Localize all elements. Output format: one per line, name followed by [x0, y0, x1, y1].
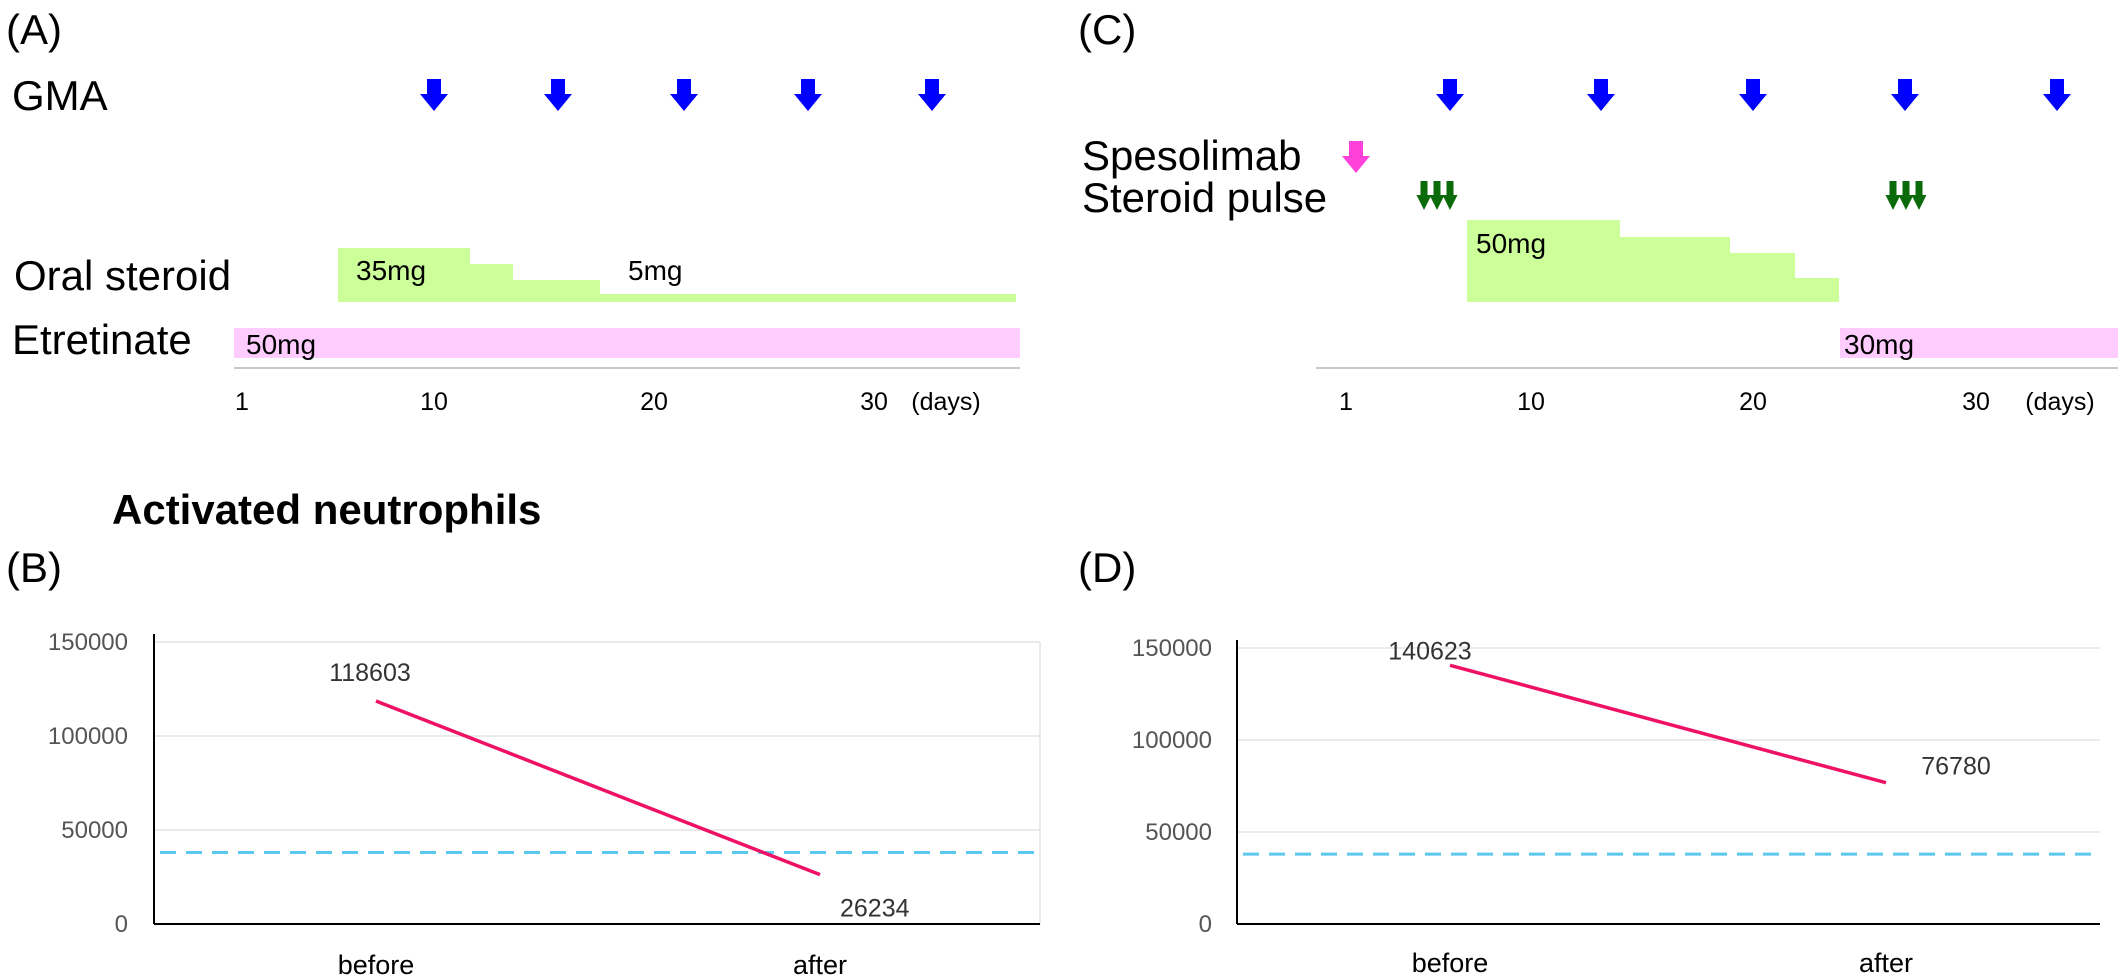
- steroid-pulse-arrow: [1442, 181, 1458, 210]
- etretinate-bar-c: [1840, 328, 2118, 358]
- tick-a-1: 1: [235, 388, 249, 416]
- gma-arrow-c-3: [1739, 79, 1767, 111]
- oral-steroid-dose-50: 50mg: [1476, 228, 1546, 259]
- steroid-pulse-arrows-1: [1416, 181, 1458, 210]
- tick-a-30: 30: [860, 388, 888, 416]
- etretinate-dose-50: 50mg: [246, 329, 316, 360]
- panel-c: (C) Spesolimab Steroid pulse 50mg 30mg 1…: [1078, 6, 2118, 416]
- data-label: 26234: [840, 895, 910, 923]
- y-tick-label: 0: [1199, 911, 1212, 938]
- y-tick-label: 100000: [1132, 727, 1212, 754]
- series-line: [375, 699, 821, 877]
- etretinate-dose-30: 30mg: [1844, 329, 1914, 360]
- panel-d-label: (D): [1078, 544, 1136, 591]
- gma-arrow-c-1: [1436, 79, 1464, 111]
- gma-arrows: [420, 79, 946, 111]
- etretinate-label: Etretinate: [12, 316, 192, 363]
- y-tick-label: 50000: [61, 817, 128, 844]
- steroid-pulse-arrows-2: [1885, 181, 1927, 210]
- gma-arrow-c-2: [1587, 79, 1615, 111]
- oral-steroid-bar-a: [338, 248, 1016, 302]
- gma-arrow-c-4: [1891, 79, 1919, 111]
- x-category-label: before: [338, 950, 415, 979]
- steroid-pulse-arrow: [1416, 181, 1432, 210]
- spesolimab-label: Spesolimab: [1082, 132, 1301, 179]
- y-tick-label: 150000: [48, 629, 128, 656]
- gma-arrow-1: [420, 79, 448, 111]
- y-tick-label: 50000: [1145, 819, 1212, 846]
- unit-c: (days): [2025, 388, 2094, 416]
- oral-steroid-label: Oral steroid: [14, 252, 231, 299]
- gma-label: GMA: [12, 72, 108, 119]
- x-category-label: after: [793, 950, 847, 979]
- panel-a-label: (A): [6, 6, 62, 53]
- y-tick-label: 100000: [48, 723, 128, 750]
- gma-arrow-2: [544, 79, 572, 111]
- panel-b: (B) 0 50000 100000 150000 before after 118603 2…: [6, 544, 1041, 979]
- panel-c-label: (C): [1078, 6, 1136, 53]
- series-line: [1449, 663, 1887, 785]
- data-label: 118603: [329, 659, 411, 687]
- oral-steroid-bar-c: [1467, 220, 1839, 302]
- gma-arrows-c: [1436, 79, 2071, 111]
- panel-a: (A) GMA Oral steroid Etretinate 35mg 5mg…: [6, 6, 1020, 416]
- spesolimab-arrow: [1342, 141, 1370, 173]
- panel-b-label: (B): [6, 544, 62, 591]
- gma-arrow-5: [918, 79, 946, 111]
- oral-steroid-dose-5: 5mg: [628, 255, 682, 286]
- gma-arrow-c-5: [2043, 79, 2071, 111]
- data-label: 76780: [1921, 753, 1991, 781]
- tick-c-10: 10: [1517, 388, 1545, 416]
- tick-c-20: 20: [1739, 388, 1767, 416]
- etretinate-bar-a: [234, 328, 1020, 358]
- steroid-pulse-arrow: [1429, 181, 1445, 210]
- y-tick-label: 150000: [1132, 635, 1212, 662]
- steroid-pulse-label: Steroid pulse: [1082, 174, 1327, 221]
- tick-c-1: 1: [1339, 388, 1353, 416]
- x-category-label: before: [1412, 948, 1489, 978]
- steroid-pulse-arrow: [1911, 181, 1927, 210]
- gma-arrow-3: [670, 79, 698, 111]
- gma-arrow-4: [794, 79, 822, 111]
- data-label: 140623: [1388, 637, 1471, 665]
- unit-a: (days): [911, 388, 980, 416]
- tick-a-20: 20: [640, 388, 668, 416]
- y-tick-label: 0: [115, 911, 128, 938]
- tick-a-10: 10: [420, 388, 448, 416]
- section-title: Activated neutrophils: [112, 486, 541, 533]
- tick-c-30: 30: [1962, 388, 1990, 416]
- x-category-label: after: [1859, 948, 1913, 978]
- steroid-pulse-arrow: [1885, 181, 1901, 210]
- oral-steroid-dose-35: 35mg: [356, 255, 426, 286]
- panel-d: (D) 0 50000 100000 150000 before after 140623 7…: [1078, 544, 2100, 978]
- steroid-pulse-arrow: [1898, 181, 1914, 210]
